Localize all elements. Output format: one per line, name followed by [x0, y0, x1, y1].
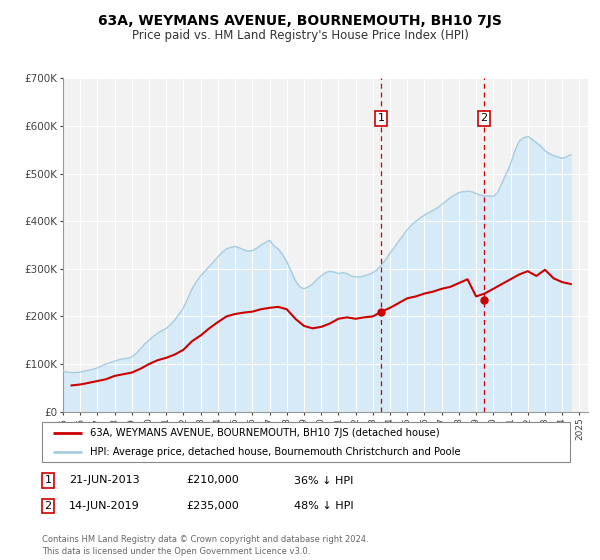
- Text: 2: 2: [480, 113, 487, 123]
- Text: Price paid vs. HM Land Registry's House Price Index (HPI): Price paid vs. HM Land Registry's House …: [131, 29, 469, 42]
- Text: 21-JUN-2013: 21-JUN-2013: [69, 475, 140, 486]
- Text: Contains HM Land Registry data © Crown copyright and database right 2024.: Contains HM Land Registry data © Crown c…: [42, 535, 368, 544]
- Text: 36% ↓ HPI: 36% ↓ HPI: [294, 475, 353, 486]
- Text: 63A, WEYMANS AVENUE, BOURNEMOUTH, BH10 7JS: 63A, WEYMANS AVENUE, BOURNEMOUTH, BH10 7…: [98, 14, 502, 28]
- Text: 2: 2: [44, 501, 52, 511]
- Text: 14-JUN-2019: 14-JUN-2019: [69, 501, 140, 511]
- Text: £210,000: £210,000: [186, 475, 239, 486]
- Text: 48% ↓ HPI: 48% ↓ HPI: [294, 501, 353, 511]
- Text: £235,000: £235,000: [186, 501, 239, 511]
- Text: 1: 1: [377, 113, 385, 123]
- Text: HPI: Average price, detached house, Bournemouth Christchurch and Poole: HPI: Average price, detached house, Bour…: [89, 447, 460, 457]
- Text: This data is licensed under the Open Government Licence v3.0.: This data is licensed under the Open Gov…: [42, 547, 310, 556]
- Text: 1: 1: [44, 475, 52, 486]
- Text: 63A, WEYMANS AVENUE, BOURNEMOUTH, BH10 7JS (detached house): 63A, WEYMANS AVENUE, BOURNEMOUTH, BH10 7…: [89, 428, 439, 437]
